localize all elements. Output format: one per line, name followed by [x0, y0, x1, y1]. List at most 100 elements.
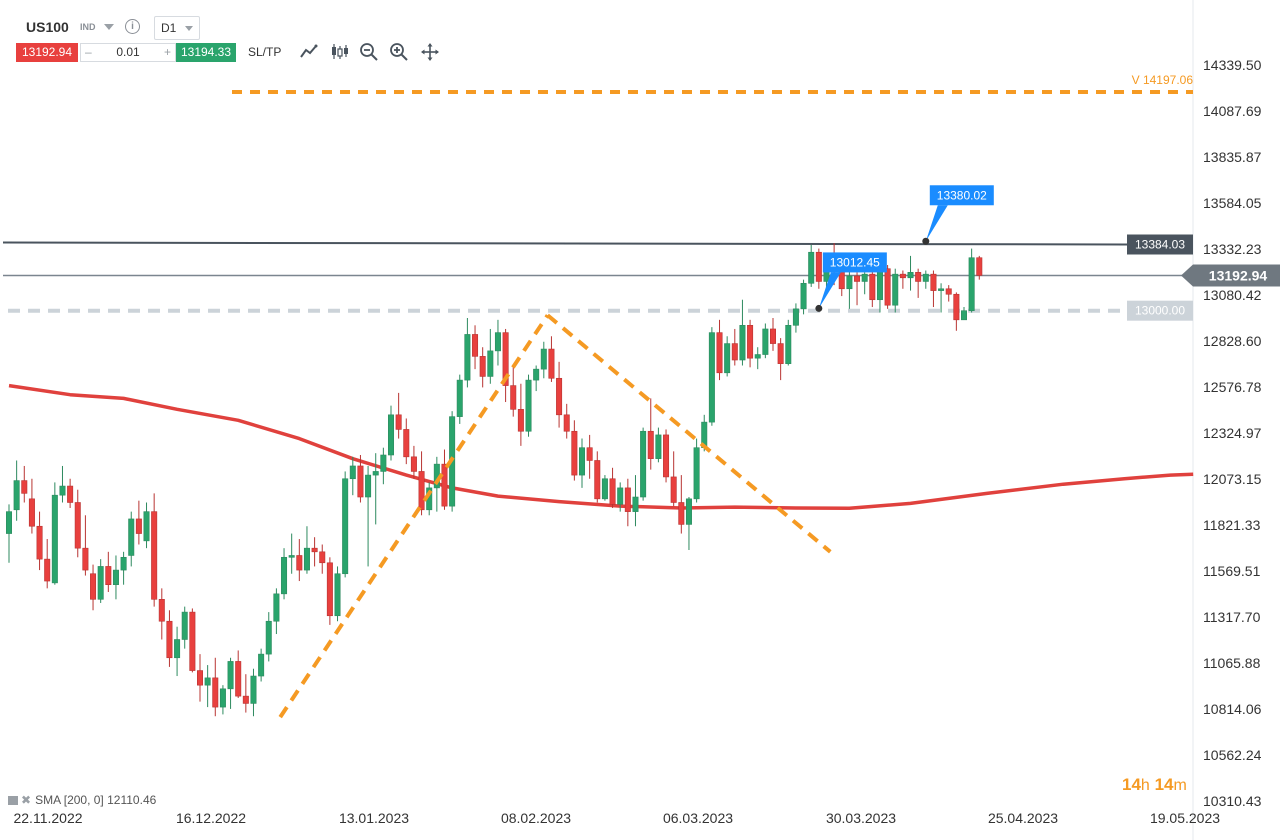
candle-body — [854, 275, 861, 282]
candle-body — [594, 460, 601, 500]
trendline-2[interactable] — [546, 313, 832, 554]
candle — [785, 319, 792, 366]
candle — [601, 475, 608, 501]
candle-body — [120, 556, 127, 571]
resistance-line[interactable] — [2, 241, 1128, 246]
candle — [892, 268, 899, 313]
candle-body — [296, 555, 303, 571]
candle — [777, 338, 784, 381]
candle-body — [640, 430, 647, 498]
quantity-stepper[interactable]: – 0.01 + — [80, 43, 176, 62]
y-tick-label: 12073.15 — [1203, 471, 1262, 487]
candle — [976, 255, 983, 280]
candlestick-icon[interactable] — [329, 42, 349, 62]
callout-box — [822, 252, 887, 273]
candle — [74, 489, 81, 558]
increase-button[interactable]: + — [163, 45, 171, 59]
candle — [502, 328, 509, 403]
price-callout[interactable]: 13012.45 — [815, 252, 887, 312]
quantity-input[interactable]: 0.01 — [116, 45, 140, 59]
candle-body — [166, 620, 173, 659]
candle — [311, 537, 318, 567]
candle-body — [586, 447, 593, 461]
sell-button[interactable]: 13192.94 — [16, 43, 78, 62]
candle — [357, 455, 364, 503]
candle — [563, 403, 570, 439]
timeframe-select[interactable]: D1 — [154, 16, 200, 40]
candle — [6, 504, 13, 563]
trendline-1[interactable] — [278, 314, 550, 719]
candle — [120, 551, 127, 585]
candle — [578, 438, 585, 488]
candle — [861, 272, 868, 295]
decrease-button[interactable]: – — [85, 45, 92, 59]
symbol-name[interactable]: US100 — [26, 19, 69, 35]
candle-body — [410, 456, 417, 472]
candle-body — [342, 478, 349, 575]
countdown-m-unit: m — [1173, 777, 1187, 794]
candle — [28, 478, 35, 534]
sma-label: SMA [200, 0] — [35, 793, 104, 807]
candle-body — [960, 310, 967, 321]
candle-body — [815, 251, 822, 282]
candle-body — [800, 282, 807, 310]
buy-button[interactable]: 13194.33 — [176, 43, 236, 62]
info-icon[interactable]: i — [125, 19, 140, 34]
candle-body — [670, 476, 677, 503]
zoom-out-icon[interactable] — [359, 42, 379, 62]
y-tick-label: 14339.50 — [1203, 57, 1262, 73]
candle — [525, 374, 532, 437]
y-tick-label: 11569.51 — [1203, 563, 1261, 579]
candle — [143, 502, 150, 549]
candle — [869, 270, 876, 308]
callout-box — [929, 185, 994, 206]
zoom-in-icon[interactable] — [389, 42, 409, 62]
resistance-tag — [1127, 234, 1193, 255]
candle-body — [892, 273, 899, 306]
y-tick-label: 11821.33 — [1203, 517, 1261, 533]
line-chart-icon[interactable] — [299, 42, 319, 62]
candle — [410, 445, 417, 479]
sltp-button[interactable]: SL/TP — [248, 45, 282, 59]
x-tick-label: 25.04.2023 — [988, 810, 1058, 826]
candle — [296, 539, 303, 582]
x-tick-label: 08.02.2023 — [501, 810, 571, 826]
candle-body — [28, 498, 35, 527]
candle — [640, 427, 647, 501]
countdown-hours: 14 — [1122, 775, 1141, 794]
candle-body — [36, 525, 43, 560]
candle-body — [708, 332, 715, 423]
candle — [250, 668, 257, 717]
candle — [334, 566, 341, 622]
indicator-settings-icon[interactable] — [8, 796, 18, 806]
callout-anchor — [922, 237, 930, 245]
y-tick-label: 13332.23 — [1203, 241, 1262, 257]
move-icon[interactable] — [420, 42, 440, 62]
candle — [21, 465, 28, 503]
candle — [815, 248, 822, 289]
candle — [540, 341, 547, 379]
candle — [273, 588, 280, 635]
candle — [128, 511, 135, 567]
candle — [647, 398, 654, 470]
callout-pointer — [925, 205, 948, 242]
candle-body — [617, 487, 624, 505]
candle — [395, 392, 402, 439]
sma-legend[interactable]: ✖ SMA [200, 0] 12110.46 — [8, 793, 156, 807]
chevron-down-icon[interactable] — [104, 24, 114, 30]
candle-body — [976, 257, 983, 276]
candle — [342, 471, 349, 578]
candle — [953, 292, 960, 331]
countdown-minutes: 14 — [1154, 775, 1174, 794]
candle-body — [487, 350, 494, 377]
candle-body — [578, 447, 585, 476]
candle-body — [204, 677, 211, 686]
candle — [678, 475, 685, 534]
candle-body — [724, 343, 731, 374]
candle — [945, 285, 952, 302]
price-callout[interactable]: 13380.02 — [922, 185, 994, 245]
candle-body — [90, 573, 97, 600]
x-tick-label: 06.03.2023 — [663, 810, 733, 826]
close-icon[interactable]: ✖ — [21, 793, 32, 807]
